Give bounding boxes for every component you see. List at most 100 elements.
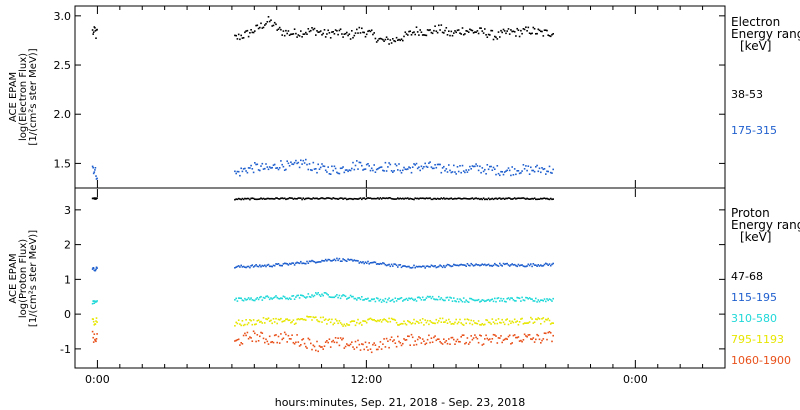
electron-data-point (508, 33, 511, 35)
electron-data-point (317, 31, 319, 33)
electron-data-point (425, 165, 428, 168)
electron-data-point (276, 29, 278, 31)
proton-data-point (375, 197, 378, 200)
electron-data-point (441, 167, 444, 169)
proton-data-point (312, 344, 315, 347)
proton-data-point (235, 266, 237, 268)
electron-data-point (373, 32, 375, 34)
proton-data-point (375, 348, 378, 351)
proton-data-point (374, 261, 377, 264)
proton-data-point (300, 294, 302, 296)
electron-data-point (273, 21, 276, 24)
proton-data-point (242, 299, 245, 302)
proton-data-point (508, 320, 511, 322)
electron-data-point (384, 38, 387, 41)
proton-data-point (405, 323, 408, 326)
proton-data-point (296, 334, 298, 336)
proton-data-point (353, 320, 356, 322)
proton-data-point (433, 298, 435, 300)
proton-data-point (455, 318, 457, 321)
proton-data-point (448, 318, 450, 321)
proton-data-point (287, 319, 290, 322)
electron-data-point (321, 163, 323, 165)
proton-data-point (261, 264, 264, 267)
proton-data-point (542, 300, 545, 302)
proton-data-point (297, 197, 300, 199)
electron-data-point (471, 165, 474, 167)
proton-data-point (400, 344, 403, 347)
proton-data-point (346, 260, 348, 262)
proton-data-point (377, 263, 379, 265)
electron-data-point (424, 34, 426, 36)
proton-data-point (257, 319, 260, 321)
proton-data-point (530, 316, 532, 319)
electron-data-point (94, 167, 97, 169)
proton-data-point (538, 198, 541, 200)
proton-data-point (476, 322, 479, 325)
electron-data-point (237, 33, 240, 36)
proton-data-point (466, 318, 469, 320)
electron-data-point (485, 34, 487, 36)
proton-data-point (357, 260, 359, 262)
electron-data-point (323, 29, 326, 31)
electron-data-point (245, 170, 247, 172)
proton-data-point (419, 319, 421, 321)
proton-data-point (411, 266, 414, 269)
electron-data-point (459, 32, 461, 34)
proton-data-point (246, 298, 249, 301)
electron-data-point (91, 165, 94, 168)
proton-data-point (532, 300, 535, 302)
proton-data-point (385, 197, 388, 199)
proton-data-point (480, 335, 482, 337)
electron-data-point (338, 29, 341, 32)
proton-data-point (328, 296, 331, 298)
electron-data-point (249, 32, 251, 34)
electron-data-point (272, 164, 275, 166)
proton-data-point (295, 198, 297, 200)
electron-data-point (363, 168, 365, 171)
proton-data-point (423, 265, 425, 268)
proton-data-point (552, 322, 554, 324)
electron-data-point (291, 33, 293, 35)
electron-data-point (502, 28, 505, 31)
electron-data-point (434, 25, 436, 27)
proton-data-point (395, 264, 398, 267)
proton-data-point (260, 197, 262, 199)
proton-data-point (408, 265, 410, 268)
proton-data-point (363, 320, 365, 322)
proton-data-point (338, 344, 341, 347)
electron-data-point (266, 21, 269, 23)
proton-data-point (416, 296, 419, 299)
electron-data-point (235, 34, 237, 37)
proton-data-point (393, 198, 395, 200)
electron-data-point (535, 33, 537, 35)
proton-data-point (265, 295, 267, 298)
proton-data-point (461, 264, 464, 266)
proton-data-point (435, 298, 438, 301)
proton-data-point (315, 292, 317, 294)
proton-data-point (285, 297, 287, 300)
proton-data-point (460, 299, 462, 302)
electron-data-point (281, 34, 283, 36)
proton-data-point (352, 198, 354, 201)
electron-data-point (332, 31, 334, 33)
electron-data-point (374, 171, 377, 173)
proton-data-point (300, 260, 302, 263)
proton-data-point (378, 320, 380, 322)
proton-data-point (380, 301, 383, 303)
proton-data-point (286, 198, 288, 200)
proton-data-point (285, 262, 287, 265)
electron-data-point (505, 32, 507, 35)
proton-data-point (322, 348, 324, 350)
proton-data-point (440, 297, 443, 299)
proton-data-point (455, 300, 457, 303)
proton-data-point (513, 334, 516, 336)
proton-data-point (540, 342, 542, 344)
proton-data-point (546, 298, 548, 300)
proton-data-point (482, 343, 485, 345)
proton-data-point (379, 341, 382, 343)
proton-data-point (545, 332, 547, 335)
proton-data-point (377, 297, 379, 300)
proton-data-point (507, 323, 510, 326)
proton-data-point (451, 198, 454, 200)
